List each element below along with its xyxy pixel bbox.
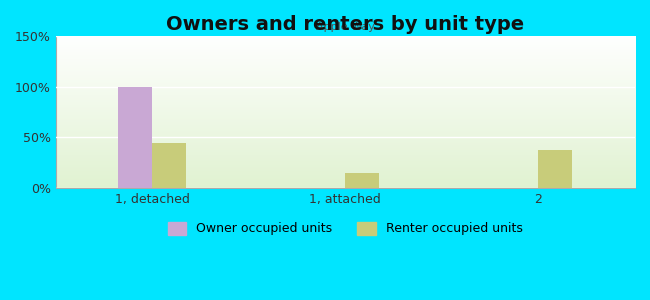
- Bar: [152, 142, 186, 188]
- Bar: [118, 86, 152, 188]
- Bar: [538, 150, 572, 188]
- Text: Apple Way: Apple Way: [316, 22, 375, 32]
- Legend: Owner occupied units, Renter occupied units: Owner occupied units, Renter occupied un…: [162, 217, 528, 240]
- Bar: [345, 173, 379, 188]
- Title: Owners and renters by unit type: Owners and renters by unit type: [166, 15, 525, 34]
